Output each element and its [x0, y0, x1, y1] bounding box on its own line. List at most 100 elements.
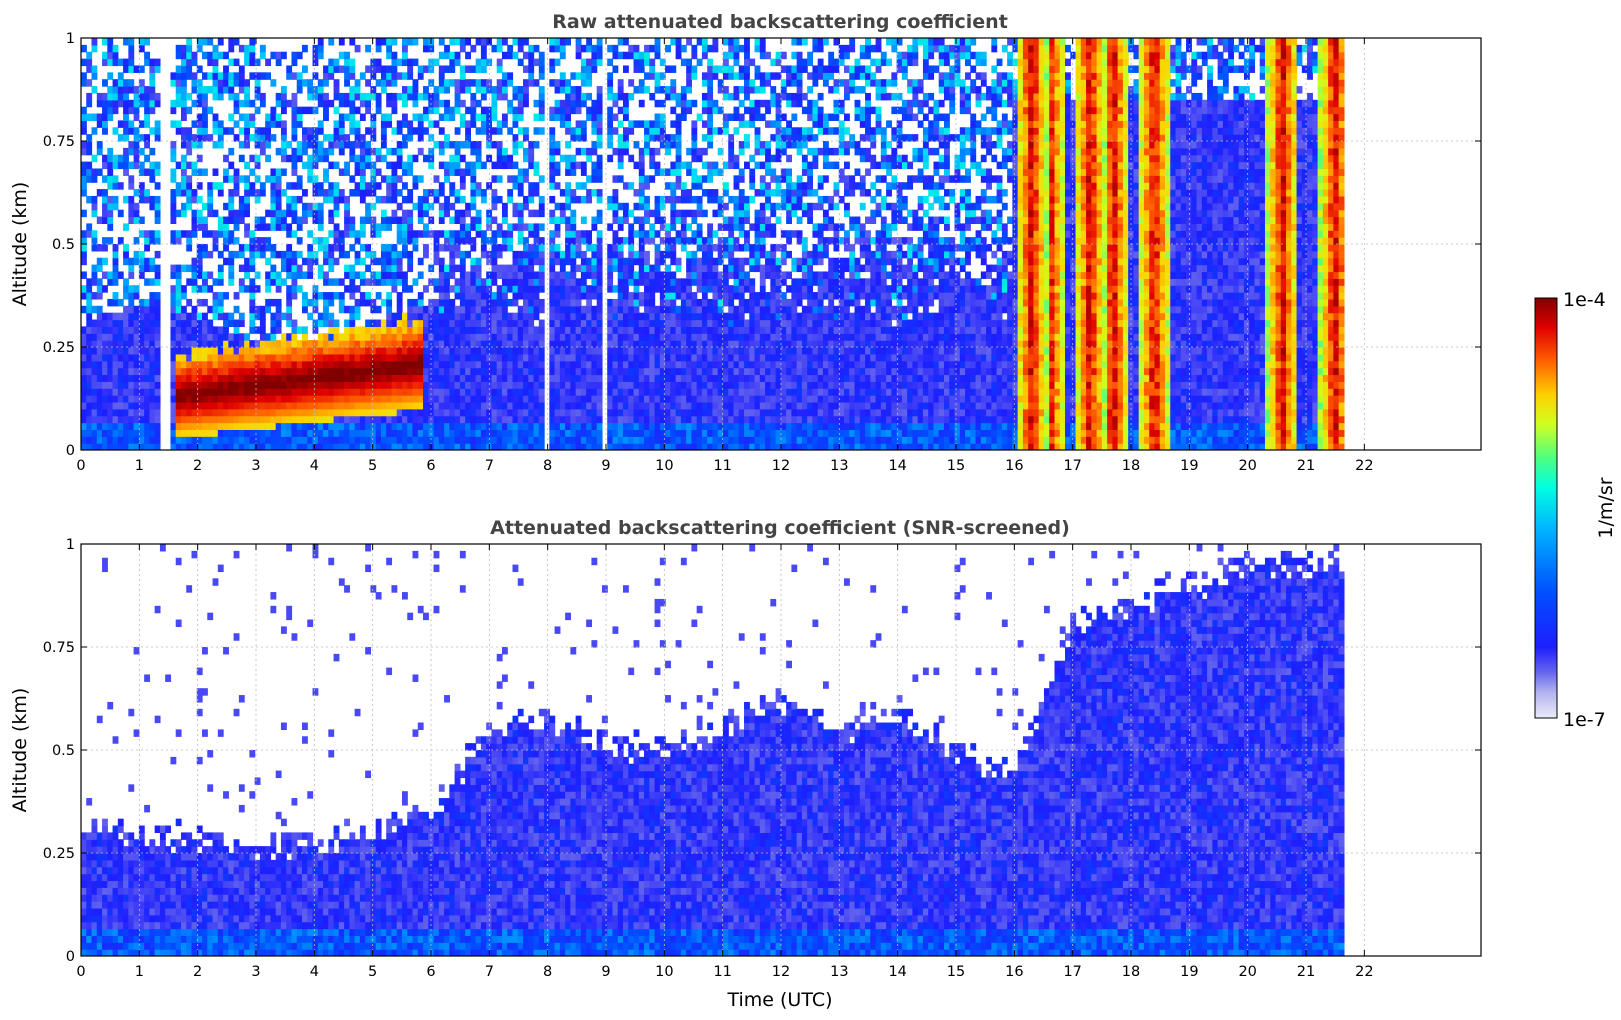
- heatmap-cell: [217, 326, 224, 334]
- heatmap-cell: [391, 38, 398, 46]
- heatmap-cell: [628, 154, 635, 163]
- heatmap-cell: [133, 443, 140, 450]
- heatmap-cell: [628, 264, 635, 273]
- heatmap-cell: [112, 312, 119, 321]
- heatmap-cell: [659, 113, 666, 121]
- heatmap-cell: [244, 223, 250, 231]
- heatmap-cell: [186, 51, 193, 60]
- heatmap-cell: [617, 257, 624, 266]
- heatmap-cell: [501, 264, 508, 273]
- heatmap-cell: [517, 257, 524, 266]
- heatmap-cell: [628, 230, 635, 238]
- heatmap-cell: [612, 202, 619, 211]
- heatmap-cell: [470, 408, 477, 417]
- heatmap-cell: [654, 113, 661, 121]
- heatmap-cell: [675, 422, 682, 430]
- heatmap-cell: [417, 134, 424, 142]
- heatmap-cell: [412, 319, 419, 327]
- heatmap-cell: [691, 347, 698, 355]
- heatmap-cell: [81, 79, 87, 87]
- heatmap-cell: [538, 237, 545, 245]
- heatmap-cell: [680, 189, 687, 197]
- heatmap-cell: [386, 250, 393, 259]
- heatmap-cell: [623, 182, 629, 190]
- heatmap-cell: [244, 44, 250, 53]
- heatmap-cell: [512, 381, 519, 389]
- heatmap-cell: [175, 161, 182, 170]
- heatmap-cell: [396, 141, 403, 149]
- heatmap-cell: [170, 312, 177, 321]
- heatmap-cell: [380, 298, 387, 307]
- heatmap-cell: [459, 65, 466, 73]
- heatmap-cell: [628, 415, 635, 424]
- heatmap-cell: [191, 353, 198, 362]
- heatmap-cell: [286, 202, 293, 211]
- heatmap-cell: [238, 72, 245, 80]
- heatmap-cell: [528, 395, 535, 403]
- heatmap-cell: [154, 401, 161, 410]
- heatmap-cell: [307, 168, 314, 176]
- heatmap-cell: [596, 141, 603, 149]
- heatmap-cell: [475, 367, 482, 376]
- heatmap-cell: [454, 38, 461, 46]
- heatmap-cell: [96, 395, 103, 403]
- heatmap-cell: [612, 285, 619, 293]
- heatmap-cell: [654, 250, 661, 259]
- heatmap-cell: [496, 408, 503, 417]
- heatmap-cell: [370, 429, 377, 437]
- heatmap-cell: [154, 182, 161, 190]
- heatmap-cell: [254, 79, 261, 87]
- heatmap-cell: [333, 388, 340, 396]
- heatmap-cell: [565, 250, 571, 259]
- heatmap-cell: [470, 415, 477, 424]
- heatmap-cell: [180, 51, 187, 60]
- heatmap-cell: [633, 401, 640, 410]
- heatmap-cell: [344, 113, 350, 121]
- heatmap-cell: [349, 216, 356, 224]
- heatmap-cell: [670, 305, 677, 314]
- heatmap-cell: [465, 312, 471, 321]
- heatmap-cell: [612, 99, 619, 108]
- heatmap-cell: [249, 244, 256, 252]
- heatmap-cell: [96, 436, 103, 444]
- heatmap-cell: [207, 250, 214, 259]
- heatmap-cell: [444, 175, 450, 183]
- heatmap-cell: [401, 38, 408, 46]
- heatmap-cell: [333, 340, 340, 348]
- heatmap-cell: [433, 141, 440, 149]
- heatmap-cell: [575, 182, 582, 190]
- heatmap-cell: [370, 326, 377, 334]
- heatmap-cell: [91, 388, 98, 396]
- heatmap-cell: [623, 99, 629, 108]
- heatmap-cell: [533, 436, 540, 444]
- heatmap-cell: [401, 223, 408, 231]
- heatmap-cell: [596, 250, 603, 259]
- heatmap-cell: [191, 340, 198, 348]
- heatmap-cell: [380, 443, 387, 450]
- heatmap-cell: [238, 374, 245, 382]
- heatmap-cell: [291, 168, 298, 176]
- heatmap-cell: [470, 422, 477, 430]
- heatmap-cell: [349, 347, 356, 355]
- heatmap-cell: [86, 312, 93, 321]
- heatmap-cell: [596, 209, 603, 218]
- heatmap-cell: [81, 141, 87, 149]
- heatmap-cell: [154, 408, 161, 417]
- heatmap-cell: [670, 216, 677, 224]
- heatmap-cell: [623, 209, 629, 218]
- heatmap-cell: [507, 127, 514, 135]
- heatmap-cell: [617, 250, 624, 259]
- heatmap-cell: [202, 298, 208, 307]
- heatmap-cell: [317, 436, 324, 444]
- heatmap-cell: [686, 271, 693, 279]
- heatmap-cell: [102, 106, 108, 115]
- heatmap-cell: [617, 264, 624, 273]
- heatmap-cell: [417, 120, 424, 128]
- heatmap-cell: [691, 422, 698, 430]
- heatmap-cell: [354, 271, 361, 279]
- heatmap-cell: [128, 388, 135, 396]
- heatmap-cell: [449, 216, 456, 224]
- heatmap-cell: [523, 65, 529, 73]
- heatmap-cell: [491, 360, 498, 369]
- heatmap-cell: [707, 285, 714, 293]
